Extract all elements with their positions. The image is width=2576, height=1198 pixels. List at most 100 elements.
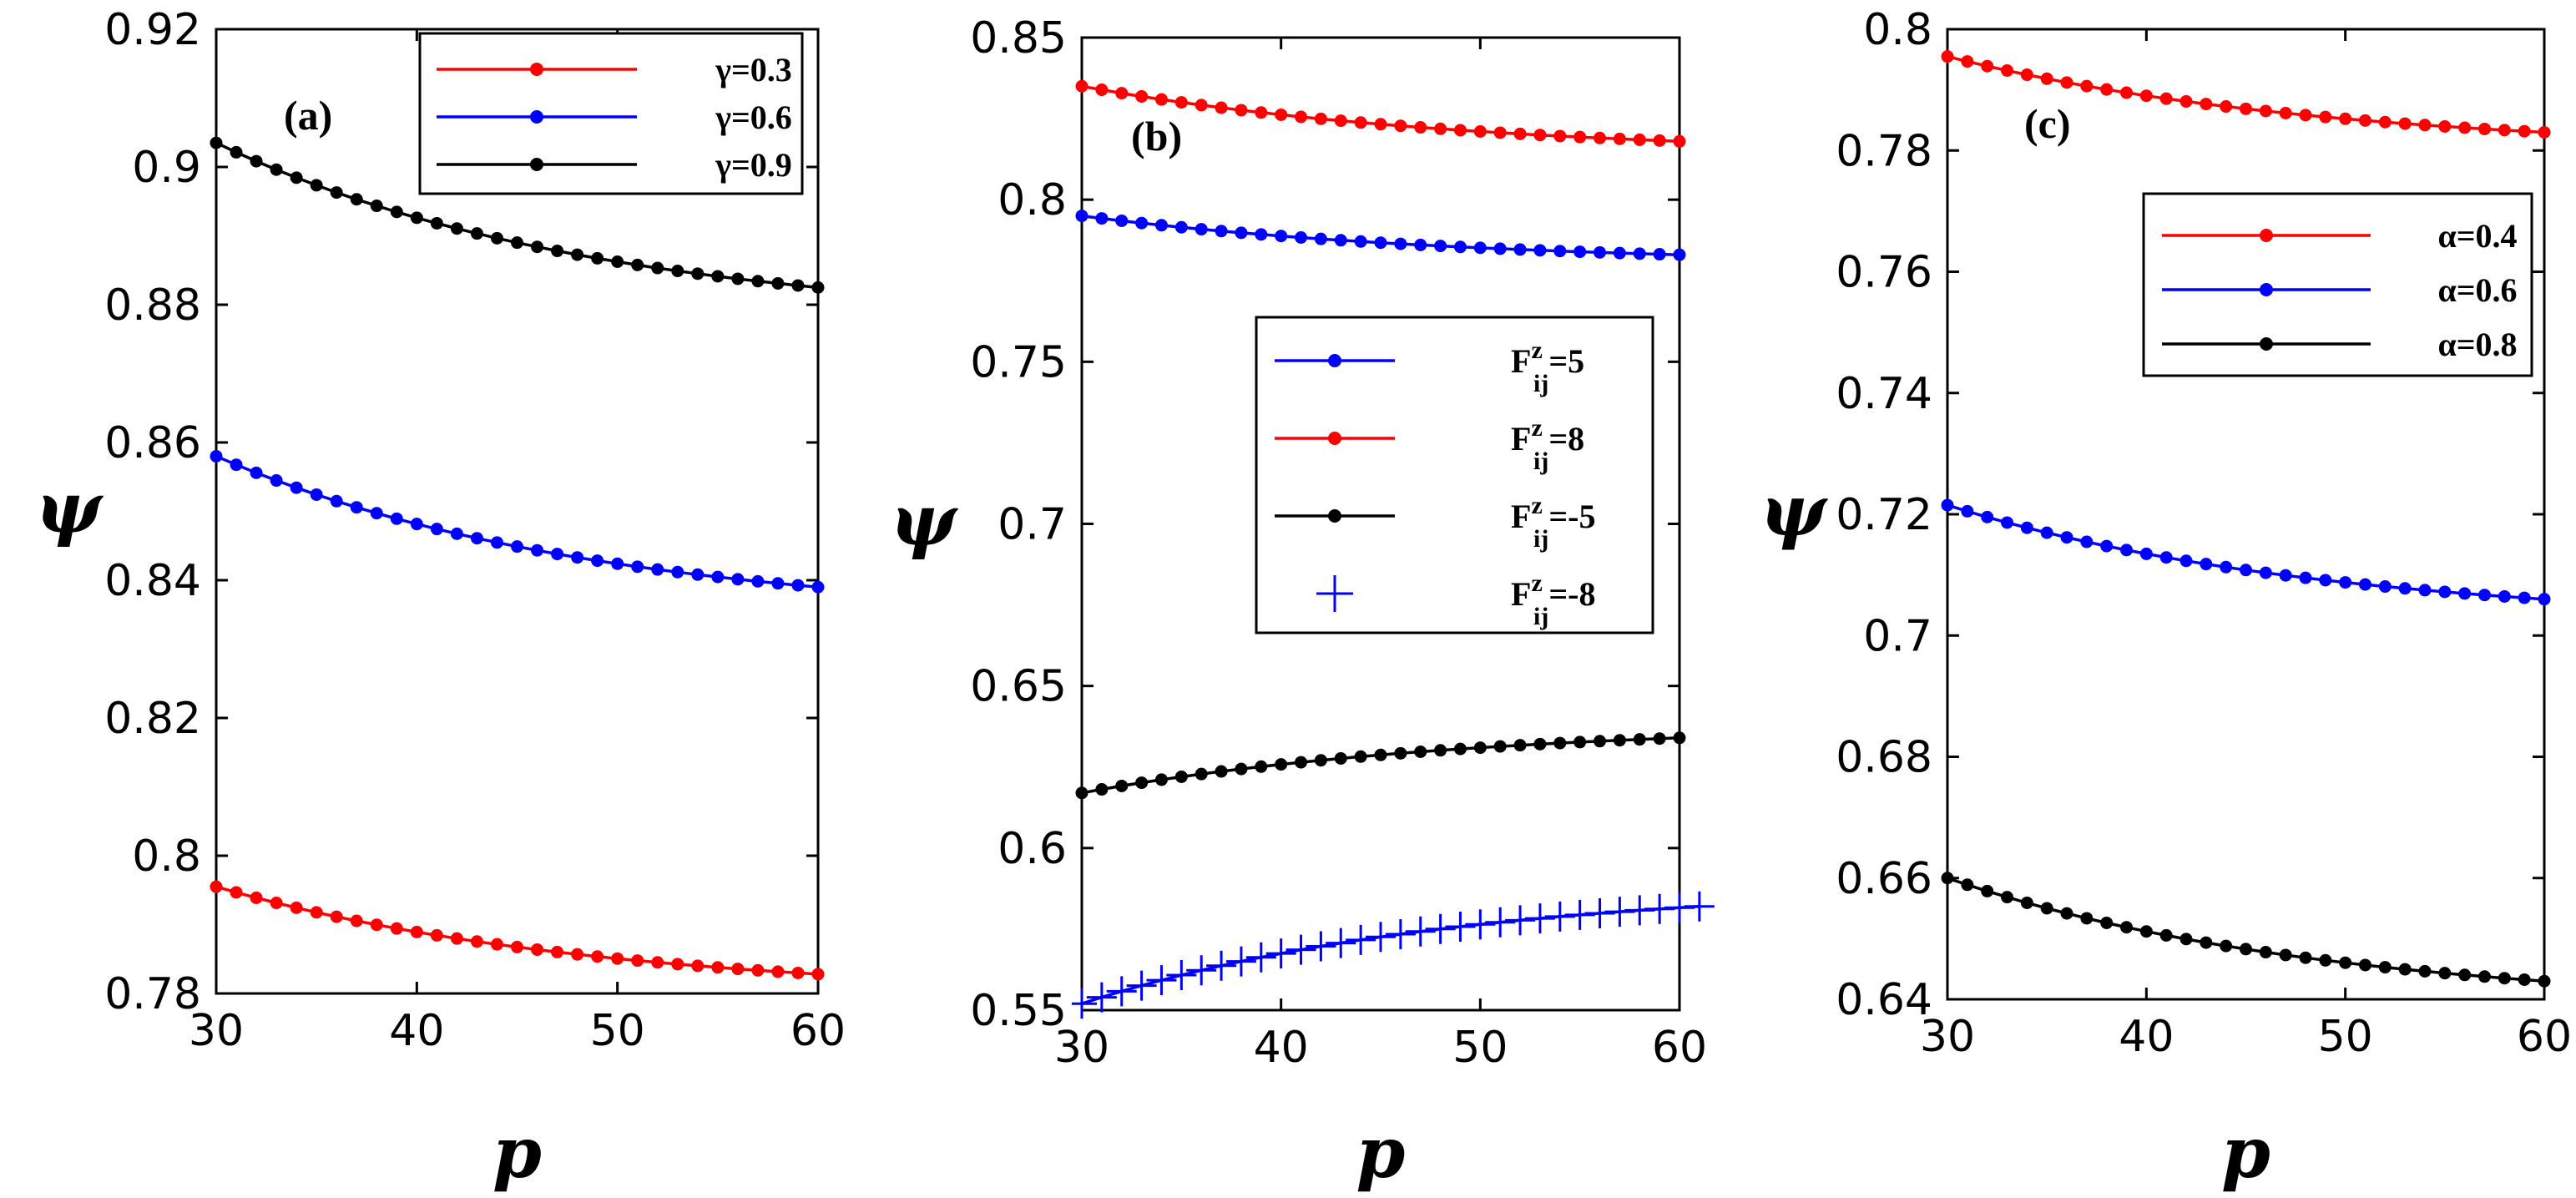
data-point [791, 279, 805, 292]
data-point [591, 251, 604, 265]
data-point [651, 563, 664, 576]
y-tick-label: 0.75 [970, 337, 1067, 387]
data-point [1544, 901, 1575, 932]
data-point [390, 512, 403, 525]
legend-label-sub: ij [1533, 370, 1548, 397]
data-point [1135, 776, 1149, 790]
data-point [2139, 89, 2153, 103]
legend-label-sub: ij [1533, 603, 1548, 630]
data-point [671, 565, 684, 579]
data-point [1206, 950, 1237, 981]
legend-label-value: =8 [1548, 420, 1584, 457]
data-point [2220, 939, 2233, 953]
data-point [2299, 951, 2312, 964]
legend-box [1255, 316, 1654, 634]
data-point [1533, 129, 1547, 142]
data-point [651, 956, 664, 969]
chart-panel-3: 30 40 50 60 0.64 0.66 0.68 0.7 0.72 0.74 0.76 0.78 0… [1760, 5, 2572, 1194]
data-point [1961, 878, 1974, 892]
legend-label: Fz ij=5 [1511, 336, 1584, 397]
data-point [2100, 539, 2114, 553]
data-point [2139, 547, 2153, 560]
data-point [731, 963, 745, 976]
y-tick-label: 0.7 [998, 500, 1067, 550]
data-point [1553, 736, 1567, 750]
y-tick-label: 0.7 [1863, 611, 1932, 661]
data-point [1533, 244, 1547, 257]
data-point [1653, 248, 1666, 261]
data-point [1981, 884, 1994, 897]
data-point [2200, 936, 2213, 949]
data-point [2001, 516, 2013, 529]
data-point [1166, 960, 1197, 991]
data-point [1493, 242, 1507, 255]
data-point [1135, 89, 1149, 103]
data-point [1573, 245, 1587, 259]
data-point [230, 458, 243, 472]
data-point [490, 938, 503, 951]
data-point [1235, 104, 1248, 117]
data-point [1295, 756, 1308, 769]
data-point [1653, 732, 1666, 746]
data-point [2339, 112, 2352, 125]
data-point [290, 901, 303, 914]
data-point [1434, 744, 1447, 757]
data-point [1126, 970, 1157, 1001]
data-point [531, 543, 544, 557]
legend-label: α=0.8 [2437, 326, 2517, 363]
data-point [310, 906, 323, 919]
data-point [330, 494, 343, 508]
data-point [1485, 907, 1516, 938]
data-point [1255, 228, 1268, 241]
data-point [2398, 963, 2412, 976]
legend-marker [1328, 354, 1341, 367]
data-point [2159, 92, 2173, 105]
data-point [1255, 760, 1268, 773]
data-point [1594, 735, 1607, 748]
data-point [430, 928, 443, 942]
y-tick-label: 0.6 [998, 824, 1067, 874]
data-point [1115, 779, 1129, 792]
data-point [2020, 896, 2033, 909]
data-point [2220, 560, 2233, 574]
data-point [1961, 504, 1974, 518]
data-point [2378, 961, 2392, 974]
data-point [551, 245, 564, 258]
data-point [631, 954, 644, 968]
data-point [1633, 247, 1646, 260]
data-point [1314, 112, 1327, 125]
data-point [470, 935, 483, 948]
data-point [2020, 68, 2033, 82]
data-point [1235, 762, 1248, 776]
data-point [2139, 925, 2153, 938]
legend-label: γ=0.9 [715, 146, 792, 184]
legend-box [418, 32, 804, 195]
data-point [1334, 751, 1347, 765]
data-point [310, 488, 323, 501]
data-point [2538, 974, 2551, 988]
data-point [1195, 223, 1208, 236]
data-point [1573, 130, 1587, 144]
axes-frame [1946, 28, 2546, 1001]
series-line [215, 454, 819, 589]
data-point [1235, 226, 1248, 240]
legend-label-sup: z [1531, 336, 1542, 364]
y-axis-label: ψ [35, 467, 104, 549]
data-point [370, 507, 383, 520]
data-point [250, 154, 263, 168]
data-point [1174, 96, 1188, 109]
data-point [210, 450, 223, 463]
data-point [771, 965, 785, 978]
data-point [2458, 121, 2472, 134]
legend-label-value: =-8 [1548, 575, 1595, 613]
data-point [811, 968, 825, 981]
x-tick-label: 30 [1054, 1023, 1109, 1073]
data-point [2001, 63, 2013, 77]
data-point [410, 518, 423, 531]
legend-label-sup: z [1531, 569, 1542, 597]
x-tick-label: 60 [790, 1006, 846, 1056]
y-tick-label: 0.8 [1863, 5, 1932, 55]
data-point [350, 914, 363, 928]
data-point [1473, 124, 1487, 138]
data-point [1493, 126, 1507, 139]
